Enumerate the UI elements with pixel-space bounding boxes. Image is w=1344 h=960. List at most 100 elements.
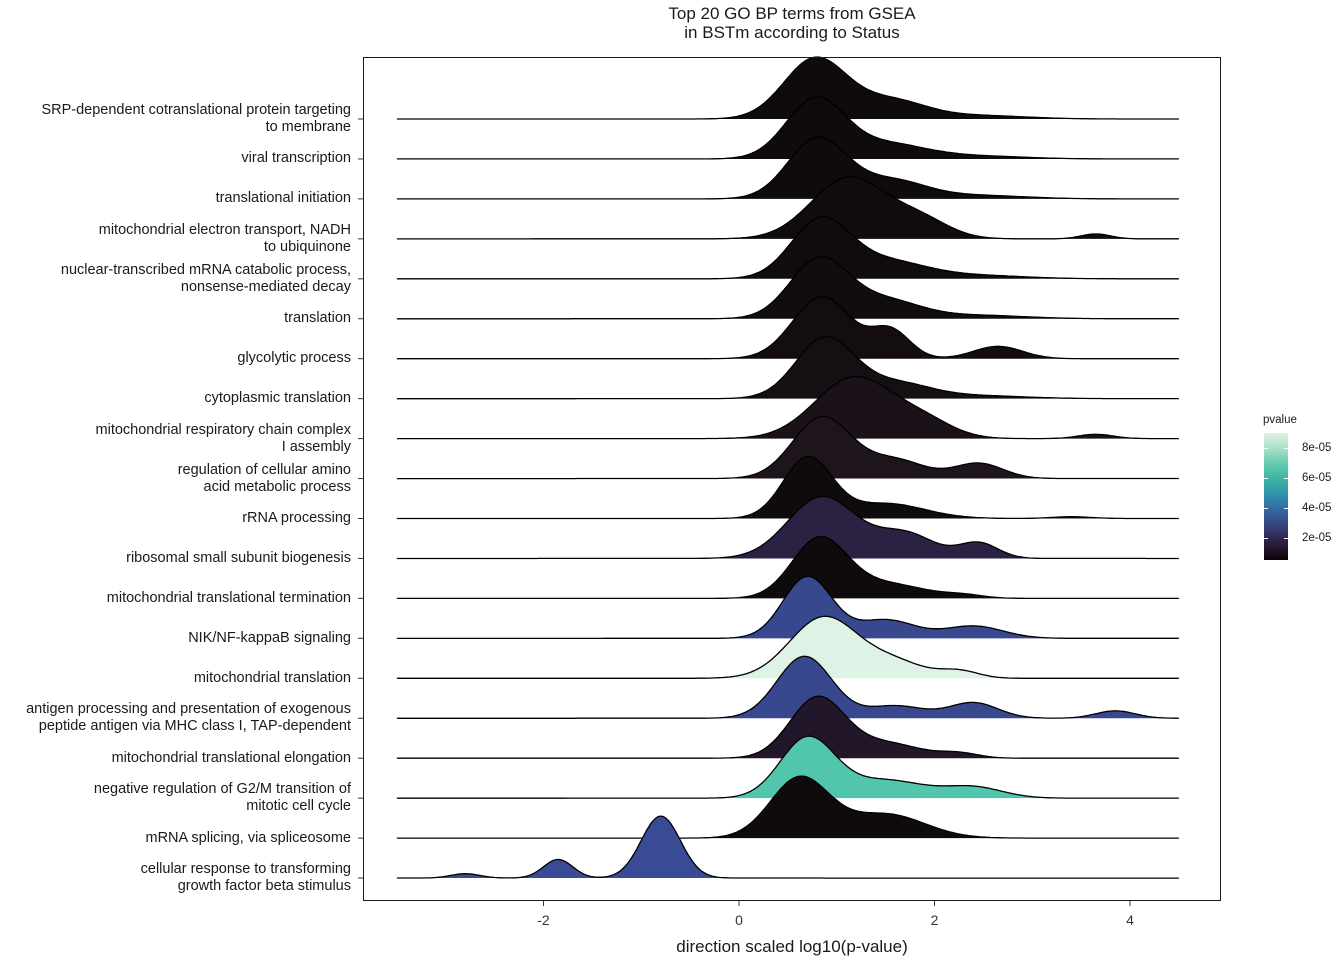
y-tick-label-line: mRNA splicing, via spliceosome bbox=[145, 829, 352, 846]
ridge-fill bbox=[396, 176, 1179, 239]
y-tick-label: viral transcription bbox=[241, 150, 351, 167]
ridge-outline bbox=[396, 735, 1179, 799]
legend-tick-label: 2e-05 bbox=[1302, 531, 1332, 544]
y-tick-label-line: regulation of cellular amino bbox=[177, 461, 351, 478]
y-tick-label-line: mitochondrial translation bbox=[193, 669, 351, 686]
ridge-4 bbox=[396, 216, 1179, 280]
y-tick-label-line: SRP-dependent cotranslational protein ta… bbox=[41, 102, 351, 118]
ridge-12 bbox=[396, 535, 1179, 600]
y-tick-label: antigen processing and presentation of e… bbox=[26, 701, 351, 735]
ridge-fill bbox=[396, 256, 1179, 319]
y-tick-label-line: translational initiation bbox=[215, 190, 351, 207]
ridge-19 bbox=[396, 815, 1179, 879]
y-tick-label: ribosomal small subunit biogenesis bbox=[126, 550, 351, 567]
ridge-fill bbox=[396, 336, 1179, 399]
x-tick-label: 4 bbox=[1126, 912, 1134, 928]
y-tick-label-line: peptide antigen via MHC class I, TAP-dep… bbox=[38, 718, 351, 735]
y-tick-label-line: acid metabolic process bbox=[203, 478, 352, 495]
y-tick-label-line: ribosomal small subunit biogenesis bbox=[126, 549, 351, 566]
ridge-0 bbox=[396, 56, 1179, 120]
y-tick-label-line: cytoplasmic translation bbox=[204, 390, 351, 407]
y-tick-label-line: mitochondrial electron transport, NADH bbox=[98, 221, 351, 238]
ridge-outline bbox=[396, 136, 1179, 200]
ridge-fill bbox=[396, 736, 1179, 799]
y-tick-label-line: nonsense-mediated decay bbox=[180, 278, 351, 295]
ridge-3 bbox=[396, 176, 1179, 240]
chart-title-line-2: in BSTm according to Status bbox=[684, 23, 900, 42]
x-tick-label: 0 bbox=[735, 912, 743, 928]
y-tick-label-line: growth factor beta stimulus bbox=[177, 878, 351, 895]
ridge-fill bbox=[396, 216, 1179, 279]
ridge-outline bbox=[396, 615, 1179, 679]
ridge-13 bbox=[396, 575, 1179, 640]
y-tick-label: nuclear-transcribed mRNA catabolic proce… bbox=[61, 262, 351, 296]
ridge-outline bbox=[396, 56, 1179, 120]
y-tick-label: regulation of cellular amino acid metabol… bbox=[178, 462, 351, 496]
y-tick-label: negative regulation of G2/M transition o… bbox=[94, 781, 351, 815]
ridge-outline bbox=[396, 96, 1179, 160]
y-tick-label: mitochondrial translational elongation bbox=[112, 750, 351, 767]
y-tick-label-line: mitochondrial respiratory chain complex bbox=[95, 421, 351, 438]
ridge-fill bbox=[396, 616, 1179, 679]
ridge-fill bbox=[396, 96, 1179, 159]
ridge-outline bbox=[396, 296, 1179, 360]
ridge-15 bbox=[396, 655, 1179, 719]
ridge-fill bbox=[396, 576, 1179, 639]
legend-tick-label: 8e-05 bbox=[1302, 441, 1332, 454]
ridge-outline bbox=[396, 375, 1179, 440]
ridge-7 bbox=[396, 336, 1179, 400]
ridge-outline bbox=[396, 775, 1179, 839]
y-tick-label-line: to membrane bbox=[265, 119, 351, 135]
y-tick-label: mitochondrial translational termination bbox=[107, 590, 351, 607]
ridges-group bbox=[396, 56, 1179, 879]
ridge-outline bbox=[396, 535, 1179, 600]
ridge-outline bbox=[396, 575, 1179, 640]
y-tick-label: mitochondrial respiratory chain complex I… bbox=[96, 422, 351, 456]
ridge-fill bbox=[396, 57, 1179, 119]
y-tick-label-line: antigen processing and presentation of e… bbox=[26, 701, 351, 718]
y-tick-label-line: negative regulation of G2/M transition o… bbox=[93, 781, 351, 798]
y-tick-label-line: glycolytic process bbox=[237, 350, 351, 367]
ridge-outline bbox=[396, 455, 1179, 520]
chart-title: Top 20 GO BP terms from GSEA in BSTm acc… bbox=[363, 4, 1221, 42]
y-tick-label-line: rRNA processing bbox=[242, 510, 351, 526]
ridge-outline bbox=[396, 655, 1179, 719]
ridge-2 bbox=[396, 136, 1179, 200]
y-tick-label: mRNA splicing, via spliceosome bbox=[146, 830, 352, 847]
ridge-fill bbox=[396, 376, 1179, 439]
ridge-outline bbox=[396, 256, 1179, 320]
ridge-8 bbox=[396, 375, 1179, 440]
y-tick-label: mitochondrial translation bbox=[194, 670, 351, 687]
ridge-1 bbox=[396, 96, 1179, 160]
y-tick-label: NIK/NF-kappaB signaling bbox=[188, 630, 351, 647]
y-tick-label-line: viral transcription bbox=[241, 150, 351, 167]
y-tick-label-line: nuclear-transcribed mRNA catabolic proce… bbox=[60, 261, 351, 278]
ridge-outline bbox=[396, 176, 1179, 240]
ridge-fill bbox=[396, 656, 1179, 719]
y-tick-label: translation bbox=[284, 310, 351, 327]
y-tick-label: cytoplasmic translation bbox=[204, 390, 351, 407]
y-tick-label-line: translation bbox=[284, 310, 351, 327]
y-tick-label: rRNA processing bbox=[242, 510, 351, 527]
ridge-fill bbox=[396, 456, 1179, 519]
legend-title: pvalue bbox=[1263, 414, 1297, 426]
ridge-outline bbox=[396, 415, 1179, 480]
axes-group: -2 0 2 4 bbox=[358, 118, 1134, 928]
ridge-outline bbox=[396, 815, 1179, 879]
ridge-14 bbox=[396, 615, 1179, 679]
y-tick-label: translational initiation bbox=[216, 190, 351, 207]
x-tick-label: -2 bbox=[537, 912, 550, 928]
y-tick-label: cellular response to transforming growth … bbox=[141, 861, 351, 895]
plot-panel-border bbox=[363, 57, 1221, 901]
legend-tick-label: 4e-05 bbox=[1302, 501, 1332, 514]
ridge-17 bbox=[396, 735, 1179, 799]
y-tick-label-line: mitotic cell cycle bbox=[246, 798, 351, 815]
chart-title-line-1: Top 20 GO BP terms from GSEA bbox=[668, 4, 916, 23]
ridge-fill bbox=[396, 776, 1179, 839]
y-tick-label-line: I assembly bbox=[281, 438, 351, 455]
y-tick-label-line: mitochondrial translational elongation bbox=[111, 749, 351, 766]
ridge-outline bbox=[396, 336, 1179, 400]
x-axis-title: direction scaled log10(p-value) bbox=[676, 937, 908, 956]
ridge-6 bbox=[396, 296, 1179, 360]
